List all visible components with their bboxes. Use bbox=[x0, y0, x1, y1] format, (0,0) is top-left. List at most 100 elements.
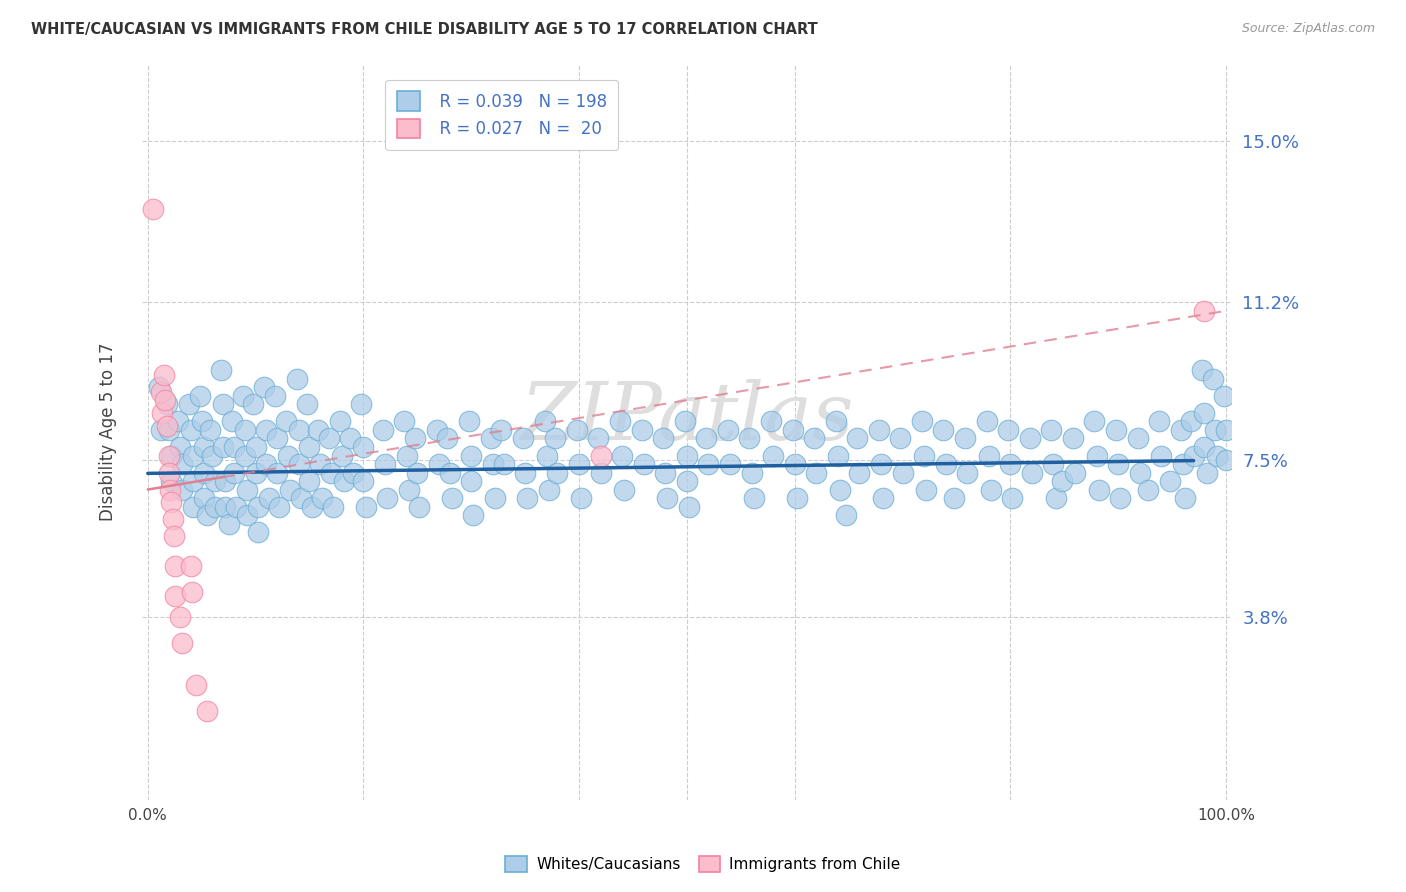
Point bbox=[342, 466, 364, 480]
Point bbox=[460, 449, 482, 463]
Point bbox=[953, 432, 976, 446]
Point bbox=[309, 457, 332, 471]
Point bbox=[148, 380, 170, 394]
Point bbox=[318, 432, 340, 446]
Point bbox=[319, 466, 342, 480]
Point bbox=[204, 474, 226, 488]
Text: WHITE/CAUCASIAN VS IMMIGRANTS FROM CHILE DISABILITY AGE 5 TO 17 CORRELATION CHAR: WHITE/CAUCASIAN VS IMMIGRANTS FROM CHILE… bbox=[31, 22, 818, 37]
Point bbox=[301, 500, 323, 514]
Point bbox=[828, 483, 851, 497]
Point bbox=[172, 636, 194, 650]
Point bbox=[589, 449, 612, 463]
Point bbox=[274, 414, 297, 428]
Point bbox=[233, 423, 256, 437]
Point bbox=[181, 449, 204, 463]
Point bbox=[287, 457, 309, 471]
Point bbox=[1137, 483, 1160, 497]
Point bbox=[254, 423, 277, 437]
Point bbox=[160, 495, 183, 509]
Point bbox=[181, 584, 204, 599]
Point bbox=[436, 432, 458, 446]
Point bbox=[943, 491, 966, 505]
Point bbox=[180, 423, 202, 437]
Point bbox=[911, 414, 934, 428]
Point bbox=[209, 363, 232, 377]
Point bbox=[169, 440, 191, 454]
Point bbox=[1062, 432, 1084, 446]
Point bbox=[330, 449, 353, 463]
Point bbox=[156, 418, 179, 433]
Point bbox=[718, 457, 741, 471]
Point bbox=[977, 449, 1000, 463]
Point bbox=[512, 432, 534, 446]
Point bbox=[222, 466, 245, 480]
Point bbox=[613, 483, 636, 497]
Point bbox=[1105, 423, 1128, 437]
Point bbox=[221, 414, 243, 428]
Point bbox=[673, 414, 696, 428]
Point bbox=[339, 432, 361, 446]
Point bbox=[633, 457, 655, 471]
Point bbox=[1206, 449, 1229, 463]
Point bbox=[547, 466, 569, 480]
Point bbox=[236, 483, 259, 497]
Point bbox=[246, 500, 269, 514]
Point bbox=[1109, 491, 1132, 505]
Point bbox=[484, 491, 506, 505]
Point bbox=[172, 483, 194, 497]
Point bbox=[676, 474, 699, 488]
Point bbox=[1050, 474, 1073, 488]
Point bbox=[290, 491, 312, 505]
Point bbox=[678, 500, 700, 514]
Point bbox=[426, 423, 449, 437]
Point bbox=[311, 491, 333, 505]
Point bbox=[458, 414, 481, 428]
Point bbox=[783, 457, 806, 471]
Point bbox=[153, 393, 176, 408]
Point bbox=[180, 559, 202, 574]
Point bbox=[1000, 457, 1022, 471]
Point bbox=[150, 406, 173, 420]
Point bbox=[142, 202, 165, 216]
Point bbox=[997, 423, 1019, 437]
Point bbox=[1212, 389, 1234, 403]
Point bbox=[537, 483, 560, 497]
Point bbox=[695, 432, 717, 446]
Point bbox=[870, 457, 893, 471]
Point bbox=[1195, 466, 1218, 480]
Point bbox=[1083, 414, 1105, 428]
Point bbox=[149, 423, 172, 437]
Point bbox=[371, 423, 394, 437]
Point bbox=[264, 389, 287, 403]
Point bbox=[533, 414, 555, 428]
Point bbox=[181, 474, 204, 488]
Point bbox=[1191, 363, 1213, 377]
Point bbox=[200, 423, 222, 437]
Point bbox=[516, 491, 538, 505]
Point bbox=[181, 500, 204, 514]
Point bbox=[1171, 457, 1194, 471]
Point bbox=[245, 440, 267, 454]
Point bbox=[1204, 423, 1226, 437]
Point bbox=[1215, 423, 1237, 437]
Point bbox=[935, 457, 957, 471]
Point bbox=[1159, 474, 1181, 488]
Point bbox=[394, 414, 416, 428]
Point bbox=[254, 457, 277, 471]
Point bbox=[374, 457, 396, 471]
Point bbox=[492, 457, 515, 471]
Point bbox=[322, 500, 344, 514]
Point bbox=[1194, 303, 1216, 318]
Point bbox=[297, 397, 319, 411]
Point bbox=[177, 397, 200, 411]
Point bbox=[253, 380, 276, 394]
Point bbox=[186, 678, 208, 692]
Point bbox=[156, 397, 179, 411]
Point bbox=[195, 508, 218, 522]
Point bbox=[298, 440, 321, 454]
Point bbox=[1064, 466, 1087, 480]
Point bbox=[846, 432, 869, 446]
Point bbox=[1182, 449, 1205, 463]
Point bbox=[277, 449, 299, 463]
Point bbox=[218, 516, 240, 531]
